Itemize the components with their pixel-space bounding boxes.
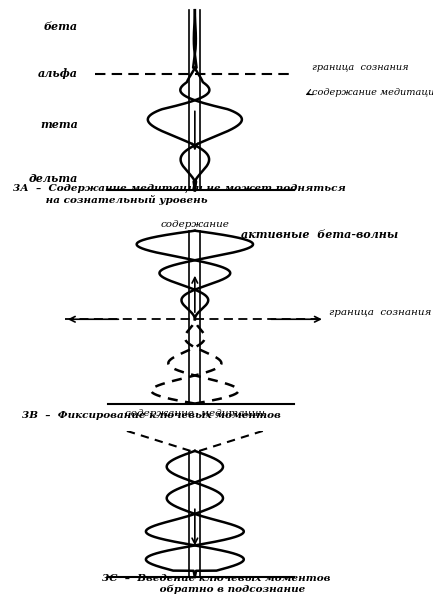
Text: 3С  –  Введение ключевых моментов
         обратно в подсознание: 3С – Введение ключевых моментов обратно … bbox=[102, 574, 331, 594]
Text: содержание: содержание bbox=[160, 220, 229, 229]
Text: тета: тета bbox=[40, 119, 78, 130]
Text: содержание  медитации: содержание медитации bbox=[125, 409, 265, 417]
Text: граница  сознания: граница сознания bbox=[329, 308, 431, 317]
Text: активные  бета-волны: активные бета-волны bbox=[241, 229, 398, 241]
Text: содержание медитации: содержание медитации bbox=[312, 87, 433, 97]
Text: бета: бета bbox=[44, 21, 78, 32]
Text: 3В  –  Фиксирование ключевых моментов: 3В – Фиксирование ключевых моментов bbox=[22, 411, 281, 420]
Text: дельта: дельта bbox=[29, 172, 78, 183]
Text: 3А  –  Содержание медитации не может подняться
         на сознательный уровень: 3А – Содержание медитации не может подня… bbox=[13, 184, 346, 205]
Text: альфа: альфа bbox=[38, 68, 78, 79]
Text: граница  сознания: граница сознания bbox=[312, 63, 408, 72]
